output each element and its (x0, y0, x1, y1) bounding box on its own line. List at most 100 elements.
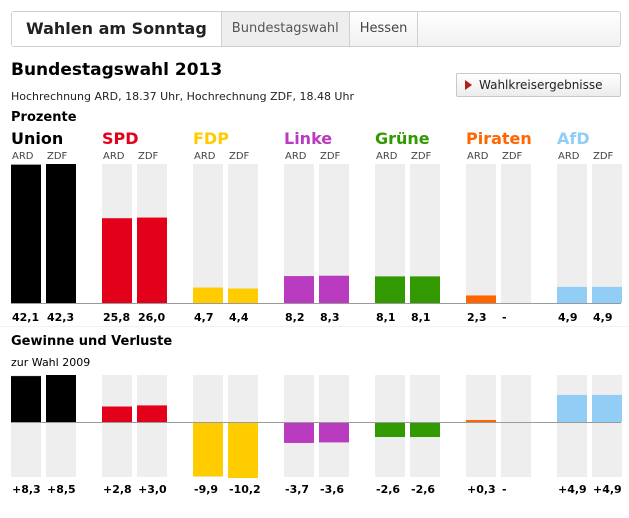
source-label-piraten-zdf: ZDF (502, 151, 523, 162)
bar-track (592, 164, 622, 303)
party-name-piraten: Piraten (466, 129, 532, 148)
bar-gewinne-spd-ard (102, 406, 132, 422)
party-name-union: Union (11, 129, 63, 148)
value-prozente-afd-ard: 4,9 (558, 311, 578, 324)
value-prozente-linke-ard: 8,2 (285, 311, 305, 324)
value-prozente-gruene-zdf: 8,1 (411, 311, 431, 324)
party-name-linke: Linke (284, 129, 332, 148)
bar-prozente-linke-ard (284, 276, 314, 303)
wahlkreisergebnisse-label: Wahlkreisergebnisse (479, 78, 603, 92)
source-label-spd-ard: ARD (103, 151, 125, 162)
value-gewinne-union-ard: +8,3 (12, 483, 41, 496)
value-gewinne-fdp-zdf: -10,2 (229, 483, 261, 496)
bar-track (102, 375, 132, 477)
party-name-spd: SPD (102, 129, 139, 148)
source-label-union-zdf: ZDF (47, 151, 68, 162)
section-prozente-label: Prozente (11, 110, 77, 125)
bar-gewinne-piraten-ard (466, 420, 496, 422)
source-label-spd-zdf: ZDF (138, 151, 159, 162)
tab-bundestagswahl[interactable]: Bundestagswahl (221, 12, 350, 46)
source-label-fdp-zdf: ZDF (229, 151, 250, 162)
party-name-gruene: Grüne (375, 129, 430, 148)
value-prozente-afd-zdf: 4,9 (593, 311, 613, 324)
section-gewinne-label: Gewinne und Verluste (11, 334, 173, 349)
bar-track (501, 164, 531, 303)
party-name-fdp: FDP (193, 129, 229, 148)
bar-track (228, 164, 258, 303)
value-prozente-linke-zdf: 8,3 (320, 311, 340, 324)
page-subtitle: Hochrechnung ARD, 18.37 Uhr, Hochrechnun… (11, 90, 354, 103)
value-prozente-gruene-ard: 8,1 (376, 311, 396, 324)
value-gewinne-gruene-ard: -2,6 (376, 483, 400, 496)
tab-wahlen-am-sonntag[interactable]: Wahlen am Sonntag (12, 12, 222, 46)
wahlkreisergebnisse-button[interactable]: Wahlkreisergebnisse (456, 73, 621, 97)
bar-prozente-union-zdf (46, 164, 76, 303)
bar-verluste-linke-zdf (319, 423, 349, 443)
tab-bar: Wahlen am Sonntag Bundestagswahl Hessen (11, 11, 621, 47)
bar-track (137, 375, 167, 477)
bar-track (501, 375, 531, 477)
value-gewinne-linke-ard: -3,7 (285, 483, 309, 496)
value-prozente-union-zdf: 42,3 (47, 311, 74, 324)
value-prozente-piraten-ard: 2,3 (467, 311, 487, 324)
value-gewinne-piraten-ard: +0,3 (467, 483, 496, 496)
bar-prozente-union-ard (11, 164, 41, 303)
party-name-afd: AfD (557, 129, 590, 148)
bar-prozente-linke-zdf (319, 275, 349, 303)
source-label-fdp-ard: ARD (194, 151, 216, 162)
source-label-gruene-ard: ARD (376, 151, 398, 162)
source-label-linke-ard: ARD (285, 151, 307, 162)
value-gewinne-spd-zdf: +3,0 (138, 483, 167, 496)
bar-prozente-afd-zdf (592, 286, 622, 303)
bar-prozente-spd-ard (102, 218, 132, 303)
source-label-afd-ard: ARD (558, 151, 580, 162)
value-prozente-spd-ard: 25,8 (103, 311, 130, 324)
page-title: Bundestagswahl 2013 (11, 60, 223, 80)
value-prozente-spd-zdf: 26,0 (138, 311, 165, 324)
bar-prozente-piraten-ard (466, 295, 496, 303)
value-prozente-union-ard: 42,1 (12, 311, 39, 324)
source-label-afd-zdf: ZDF (593, 151, 614, 162)
bar-gewinne-union-ard (11, 376, 41, 422)
value-gewinne-linke-zdf: -3,6 (320, 483, 344, 496)
value-gewinne-gruene-zdf: -2,6 (411, 483, 435, 496)
section-gewinne-sub: zur Wahl 2009 (11, 356, 91, 369)
value-gewinne-afd-ard: +4,9 (558, 483, 587, 496)
value-gewinne-piraten-zdf: - (502, 483, 507, 496)
value-gewinne-afd-zdf: +4,9 (593, 483, 622, 496)
value-gewinne-spd-ard: +2,8 (103, 483, 132, 496)
section-divider (0, 326, 629, 327)
value-prozente-piraten-zdf: - (502, 311, 507, 324)
bar-prozente-afd-ard (557, 286, 587, 303)
bar-track (592, 375, 622, 477)
value-prozente-fdp-ard: 4,7 (194, 311, 214, 324)
source-label-linke-zdf: ZDF (320, 151, 341, 162)
bar-gewinne-afd-zdf (592, 394, 622, 422)
bar-verluste-gruene-zdf (410, 423, 440, 438)
bar-verluste-fdp-zdf (228, 423, 258, 478)
bar-prozente-fdp-ard (193, 287, 223, 303)
bar-track (557, 375, 587, 477)
source-label-piraten-ard: ARD (467, 151, 489, 162)
bar-prozente-spd-zdf (137, 217, 167, 303)
bar-prozente-gruene-ard (375, 276, 405, 303)
bar-gewinne-spd-zdf (137, 405, 167, 422)
bar-track (193, 164, 223, 303)
play-triangle-icon (465, 80, 472, 90)
bar-prozente-fdp-zdf (228, 288, 258, 303)
bar-prozente-gruene-zdf (410, 276, 440, 303)
bar-verluste-linke-ard (284, 423, 314, 443)
bar-track (557, 164, 587, 303)
bar-track (466, 164, 496, 303)
tab-hessen[interactable]: Hessen (350, 12, 419, 46)
source-label-gruene-zdf: ZDF (411, 151, 432, 162)
source-label-union-ard: ARD (12, 151, 34, 162)
bar-track (466, 375, 496, 477)
bar-verluste-gruene-ard (375, 423, 405, 438)
bar-gewinne-afd-ard (557, 394, 587, 422)
bar-verluste-fdp-ard (193, 423, 223, 477)
value-gewinne-union-zdf: +8,5 (47, 483, 76, 496)
value-gewinne-fdp-ard: -9,9 (194, 483, 218, 496)
bar-gewinne-union-zdf (46, 375, 76, 422)
